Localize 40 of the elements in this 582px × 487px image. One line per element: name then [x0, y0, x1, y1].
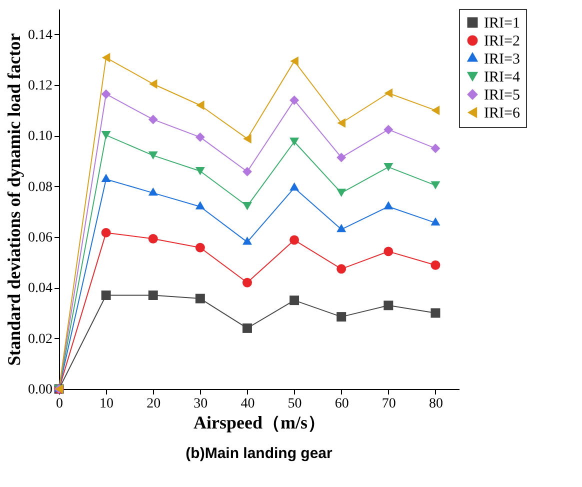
point — [196, 100, 204, 110]
y-tick-label: 0.10 — [28, 129, 52, 144]
legend-label: IRI=5 — [484, 88, 520, 104]
point — [242, 202, 252, 210]
y-tick-label: 0.02 — [28, 332, 52, 347]
point — [242, 166, 252, 176]
y-axis-title: Standard deviations of dynamic load factor — [4, 33, 24, 366]
legend-label: IRI=3 — [484, 52, 520, 68]
legend-label: IRI=4 — [484, 70, 520, 86]
point — [148, 234, 158, 244]
point — [430, 217, 440, 226]
x-tick-label: 80 — [428, 396, 443, 412]
point — [101, 290, 111, 300]
x-axis-title: Airspeed（m/s） — [194, 412, 326, 432]
point — [101, 174, 111, 182]
point — [336, 224, 346, 232]
legend-label: IRI=2 — [484, 34, 520, 50]
point — [290, 182, 300, 191]
y-tick-label: 0.00 — [28, 382, 52, 398]
legend-label: IRI=6 — [484, 106, 520, 122]
x-tick-label: 0 — [56, 396, 63, 412]
y-tick-label: 0.06 — [28, 230, 52, 246]
point — [242, 278, 252, 288]
y-tick-label: 0.04 — [28, 281, 52, 296]
x-tick-label: 60 — [334, 396, 349, 412]
point — [148, 290, 158, 300]
y-tick-label: 0.08 — [28, 180, 52, 195]
y-tick-label: 0.12 — [28, 78, 52, 94]
point — [242, 323, 252, 333]
x-tick-label: 70 — [382, 396, 396, 412]
x-tick-label: 20 — [146, 396, 161, 412]
legend-label: IRI=1 — [484, 16, 520, 32]
text: (b)Main landing gear — [186, 445, 332, 462]
x-tick-label: 40 — [240, 396, 255, 412]
x-tick-label: 30 — [194, 396, 208, 412]
point — [242, 236, 252, 245]
y-tick-label: 0.14 — [28, 28, 52, 43]
x-tick-label: 50 — [288, 396, 302, 412]
x-tick-label: 10 — [100, 396, 114, 412]
point — [148, 187, 158, 196]
